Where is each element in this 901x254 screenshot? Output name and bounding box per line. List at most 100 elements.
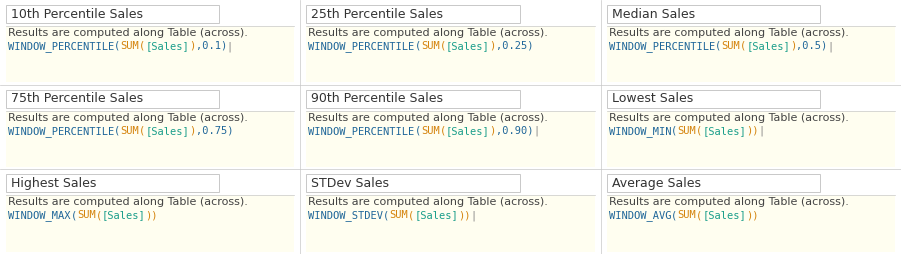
Text: (: ( xyxy=(414,41,421,51)
Text: [Sales]: [Sales] xyxy=(703,210,746,220)
Text: Results are computed along Table (across).: Results are computed along Table (across… xyxy=(308,113,548,123)
Text: ): ) xyxy=(489,126,496,136)
Text: STDev Sales: STDev Sales xyxy=(312,177,389,190)
Text: SUM: SUM xyxy=(678,210,696,220)
FancyBboxPatch shape xyxy=(606,26,895,82)
Text: SUM: SUM xyxy=(721,41,740,51)
Text: Lowest Sales: Lowest Sales xyxy=(612,92,693,105)
Text: (: ( xyxy=(140,41,145,51)
Text: Results are computed along Table (across).: Results are computed along Table (across… xyxy=(8,113,248,123)
Text: (: ( xyxy=(140,126,145,136)
Text: WINDOW_AVG: WINDOW_AVG xyxy=(609,210,671,221)
FancyBboxPatch shape xyxy=(6,195,295,251)
Text: (: ( xyxy=(408,210,414,220)
Text: |: | xyxy=(533,126,540,136)
Text: WINDOW_PERCENTILE: WINDOW_PERCENTILE xyxy=(8,41,114,52)
Text: [Sales]: [Sales] xyxy=(145,126,189,136)
FancyBboxPatch shape xyxy=(606,111,895,167)
FancyBboxPatch shape xyxy=(6,90,219,108)
Text: (: ( xyxy=(414,126,421,136)
Text: [Sales]: [Sales] xyxy=(102,210,145,220)
FancyBboxPatch shape xyxy=(6,26,295,82)
Text: [Sales]: [Sales] xyxy=(446,41,489,51)
Text: 90th Percentile Sales: 90th Percentile Sales xyxy=(312,92,443,105)
Text: (: ( xyxy=(114,41,121,51)
Text: )): )) xyxy=(746,126,759,136)
Text: SUM: SUM xyxy=(77,210,96,220)
Text: WINDOW_PERCENTILE: WINDOW_PERCENTILE xyxy=(8,126,114,137)
Text: (: ( xyxy=(740,41,746,51)
Text: SUM: SUM xyxy=(421,126,440,136)
FancyBboxPatch shape xyxy=(306,90,520,108)
FancyBboxPatch shape xyxy=(306,26,595,82)
Text: ): ) xyxy=(489,41,496,51)
Text: ): ) xyxy=(189,41,196,51)
Text: )): )) xyxy=(145,210,158,220)
Text: (: ( xyxy=(671,126,678,136)
FancyBboxPatch shape xyxy=(606,5,820,23)
Text: ,0.90): ,0.90) xyxy=(496,126,533,136)
Text: Results are computed along Table (across).: Results are computed along Table (across… xyxy=(308,28,548,38)
Text: [Sales]: [Sales] xyxy=(746,41,790,51)
Text: [Sales]: [Sales] xyxy=(145,41,189,51)
Text: (: ( xyxy=(440,41,446,51)
Text: (: ( xyxy=(70,210,77,220)
Text: SUM: SUM xyxy=(389,210,408,220)
Text: ,0.75): ,0.75) xyxy=(196,126,233,136)
Text: (: ( xyxy=(96,210,102,220)
Text: ,0.25): ,0.25) xyxy=(496,41,533,51)
Text: ,0.1): ,0.1) xyxy=(196,41,227,51)
Text: |: | xyxy=(471,210,478,221)
Text: WINDOW_PERCENTILE: WINDOW_PERCENTILE xyxy=(609,41,714,52)
Text: SUM: SUM xyxy=(678,126,696,136)
Text: WINDOW_MIN: WINDOW_MIN xyxy=(609,126,671,137)
Text: SUM: SUM xyxy=(121,126,140,136)
FancyBboxPatch shape xyxy=(6,111,295,167)
Text: (: ( xyxy=(671,210,678,220)
Text: WINDOW_PERCENTILE: WINDOW_PERCENTILE xyxy=(308,126,414,137)
FancyBboxPatch shape xyxy=(306,174,520,192)
Text: WINDOW_PERCENTILE: WINDOW_PERCENTILE xyxy=(308,41,414,52)
FancyBboxPatch shape xyxy=(6,174,219,192)
Text: (: ( xyxy=(714,41,721,51)
FancyBboxPatch shape xyxy=(306,195,595,251)
FancyBboxPatch shape xyxy=(306,111,595,167)
Text: 25th Percentile Sales: 25th Percentile Sales xyxy=(312,8,443,21)
FancyBboxPatch shape xyxy=(6,5,219,23)
Text: Results are computed along Table (across).: Results are computed along Table (across… xyxy=(308,197,548,207)
Text: SUM: SUM xyxy=(121,41,140,51)
FancyBboxPatch shape xyxy=(606,174,820,192)
Text: Results are computed along Table (across).: Results are computed along Table (across… xyxy=(8,197,248,207)
Text: )): )) xyxy=(746,210,759,220)
Text: Median Sales: Median Sales xyxy=(612,8,695,21)
Text: ): ) xyxy=(189,126,196,136)
Text: |: | xyxy=(827,41,833,52)
Text: (: ( xyxy=(383,210,389,220)
Text: Highest Sales: Highest Sales xyxy=(11,177,96,190)
Text: Average Sales: Average Sales xyxy=(612,177,701,190)
Text: WINDOW_STDEV: WINDOW_STDEV xyxy=(308,210,383,221)
FancyBboxPatch shape xyxy=(606,195,895,251)
FancyBboxPatch shape xyxy=(606,90,820,108)
Text: )): )) xyxy=(459,210,471,220)
Text: |: | xyxy=(227,41,233,52)
Text: Results are computed along Table (across).: Results are computed along Table (across… xyxy=(609,113,849,123)
Text: [Sales]: [Sales] xyxy=(414,210,459,220)
FancyBboxPatch shape xyxy=(306,5,520,23)
Text: ): ) xyxy=(790,41,796,51)
Text: SUM: SUM xyxy=(421,41,440,51)
Text: Results are computed along Table (across).: Results are computed along Table (across… xyxy=(609,28,849,38)
Text: (: ( xyxy=(114,126,121,136)
Text: (: ( xyxy=(696,210,703,220)
Text: WINDOW_MAX: WINDOW_MAX xyxy=(8,210,70,221)
Text: (: ( xyxy=(696,126,703,136)
Text: [Sales]: [Sales] xyxy=(446,126,489,136)
Text: ,0.5): ,0.5) xyxy=(796,41,827,51)
Text: Results are computed along Table (across).: Results are computed along Table (across… xyxy=(8,28,248,38)
Text: 10th Percentile Sales: 10th Percentile Sales xyxy=(11,8,143,21)
Text: (: ( xyxy=(440,126,446,136)
Text: Results are computed along Table (across).: Results are computed along Table (across… xyxy=(609,197,849,207)
Text: 75th Percentile Sales: 75th Percentile Sales xyxy=(11,92,143,105)
Text: |: | xyxy=(759,126,765,136)
Text: [Sales]: [Sales] xyxy=(703,126,746,136)
